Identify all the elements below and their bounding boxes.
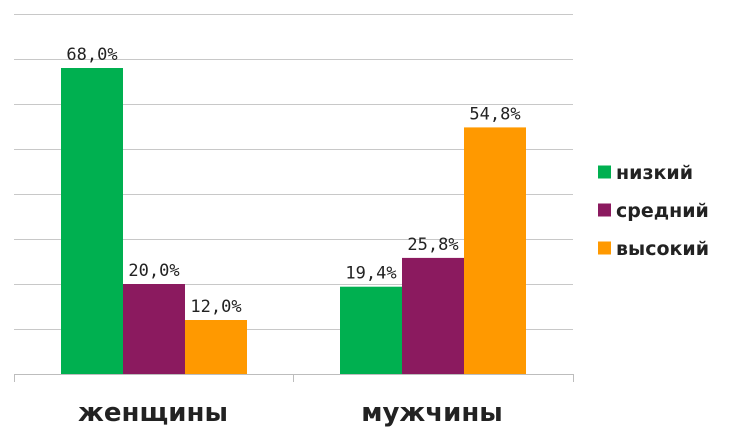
bar-высокий-мужчины: [464, 127, 526, 375]
legend-label: средний: [616, 200, 709, 222]
bar-высокий-женщины: [185, 320, 247, 374]
bar-низкий-мужчины: [340, 286, 402, 374]
category-label: мужчины: [361, 398, 503, 428]
data-label: 20,0%: [128, 261, 179, 281]
bars: [61, 68, 526, 375]
bar-средний-мужчины: [402, 257, 464, 374]
legend-swatch: [598, 203, 611, 217]
bar-низкий-женщины: [61, 68, 123, 374]
category-label: женщины: [78, 398, 228, 428]
data-label: 12,0%: [190, 297, 241, 317]
data-labels: 68,0% 20,0% 12,0% 19,4% 25,8% 54,8%: [66, 45, 520, 317]
legend-label: высокий: [616, 238, 709, 260]
data-label: 54,8%: [469, 104, 520, 124]
legend: низкий средний высокий: [598, 162, 709, 260]
legend-label: низкий: [616, 162, 693, 184]
data-label: 68,0%: [66, 45, 117, 65]
data-label: 25,8%: [407, 235, 458, 255]
legend-swatch: [598, 241, 611, 255]
data-label: 19,4%: [345, 264, 396, 284]
x-axis: [14, 374, 574, 382]
category-labels: женщины мужчины: [78, 398, 503, 428]
bar-средний-женщины: [123, 284, 185, 374]
legend-swatch: [598, 165, 611, 179]
